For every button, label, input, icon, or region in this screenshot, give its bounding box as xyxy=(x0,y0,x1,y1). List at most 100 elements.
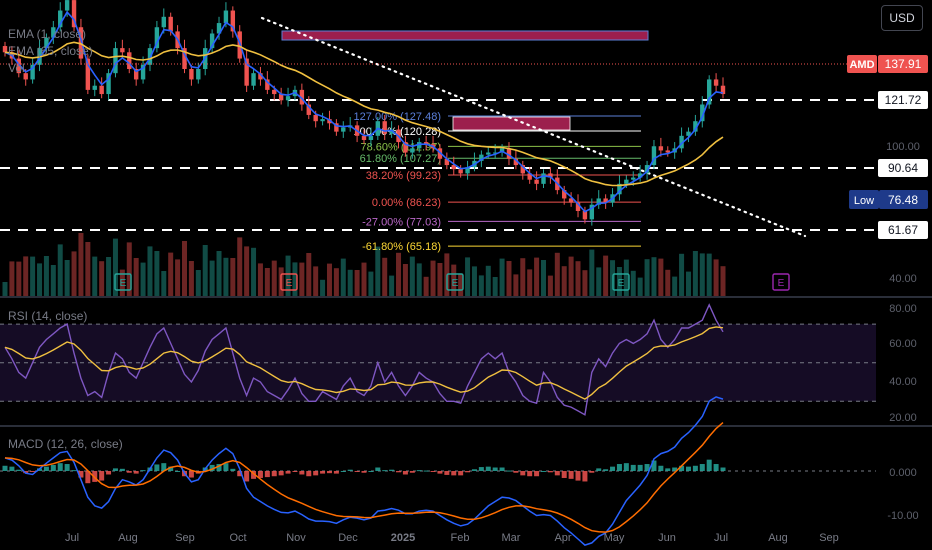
time-axis-label: Mar xyxy=(502,532,521,544)
candle-body xyxy=(106,73,111,95)
macd-histogram-bar xyxy=(2,465,8,471)
earnings-marker xyxy=(612,273,630,291)
volume-bar xyxy=(554,252,560,296)
ema-short-legend: EMA (1, close) xyxy=(8,27,86,41)
candle-body xyxy=(423,142,429,145)
earnings-marker-label: E xyxy=(120,278,127,289)
level-price-label: 61.67 xyxy=(888,223,918,237)
volume-bar xyxy=(175,259,181,296)
candle-body xyxy=(368,135,374,140)
volume-bar xyxy=(43,256,49,296)
volume-bar xyxy=(133,258,139,296)
macd-histogram-bar xyxy=(271,471,277,477)
candle-body xyxy=(624,179,629,184)
volume-bar xyxy=(492,277,498,296)
volume-bar xyxy=(389,275,395,296)
candle-body xyxy=(644,165,650,174)
macd-histogram-bar xyxy=(437,471,443,474)
time-axis-label: Sep xyxy=(819,532,839,544)
volume-bar xyxy=(485,265,491,296)
low-value-label: 76.48 xyxy=(888,193,918,207)
volume-bar xyxy=(326,263,332,296)
candle-body xyxy=(458,169,463,174)
volume-bar xyxy=(513,274,519,296)
macd-histogram-bar xyxy=(471,469,477,471)
volume-bar xyxy=(685,271,691,296)
supply-zone-box xyxy=(452,116,571,131)
volume-bar xyxy=(333,268,339,296)
rsi-line xyxy=(4,303,724,416)
macd-histogram-bar xyxy=(154,464,160,471)
macd-histogram-bar xyxy=(30,471,36,472)
macd-signal-line xyxy=(4,422,724,533)
macd-histogram-bar xyxy=(582,471,588,482)
candle-body xyxy=(658,146,664,151)
candle-body xyxy=(403,142,408,153)
candle-body xyxy=(327,119,332,124)
volume-bar xyxy=(437,263,443,296)
candle-body xyxy=(320,119,325,122)
macd-histogram-bar xyxy=(292,471,298,472)
macd-histogram-bar xyxy=(112,468,118,471)
macd-histogram-bar xyxy=(188,471,194,478)
volume-bar xyxy=(340,258,346,296)
macd-histogram-bar xyxy=(451,471,457,476)
candle-body xyxy=(382,121,387,134)
macd-histogram-bar xyxy=(672,467,678,471)
low-badge xyxy=(849,190,879,209)
volume-bar xyxy=(478,275,484,296)
volume-bar xyxy=(271,260,277,296)
volume-bar xyxy=(313,266,319,296)
candle-body xyxy=(223,10,229,24)
volume-bar xyxy=(244,246,250,296)
last-price-label: 137.91 xyxy=(885,57,922,71)
macd-histogram-bar xyxy=(244,471,250,482)
macd-histogram-bar xyxy=(85,471,91,484)
volume-bar xyxy=(368,271,374,296)
macd-histogram-bar xyxy=(665,468,671,471)
macd-histogram-bar xyxy=(499,467,505,471)
macd-histogram-bar xyxy=(161,463,167,471)
volume-bar xyxy=(230,258,236,296)
volume-bar xyxy=(706,253,712,296)
macd-histogram-bar xyxy=(326,471,332,474)
macd-histogram-bar xyxy=(237,471,243,477)
candle-body xyxy=(258,73,263,80)
volume-bar xyxy=(375,246,381,296)
price-axis-tick: 100.00 xyxy=(886,141,920,153)
volume-bar xyxy=(541,260,546,296)
volume-bar xyxy=(409,256,415,296)
volume-bar xyxy=(520,258,526,296)
candle-body xyxy=(85,58,91,90)
time-axis-label: Jul xyxy=(714,532,728,544)
level-price-tag xyxy=(878,159,928,177)
macd-histogram-bar xyxy=(637,464,643,471)
candle-body xyxy=(479,154,484,161)
macd-histogram-bar xyxy=(692,465,698,471)
volume-bar xyxy=(292,262,298,296)
volume-bar xyxy=(182,241,187,296)
time-axis-label: Aug xyxy=(768,532,788,544)
macd-histogram-bar xyxy=(720,467,726,471)
candle-body xyxy=(568,198,574,203)
currency-button[interactable]: USD xyxy=(881,5,923,31)
macd-histogram-bar xyxy=(340,471,346,472)
volume-bar xyxy=(568,256,574,296)
macd-histogram-bar xyxy=(713,464,719,471)
volume-bar xyxy=(603,255,609,296)
time-axis-label: Feb xyxy=(451,532,470,544)
volume-bar xyxy=(547,275,553,296)
volume-bar xyxy=(216,251,222,296)
macd-legend: MACD (12, 26, close) xyxy=(8,437,123,451)
macd-histogram-bar xyxy=(43,466,49,471)
macd-histogram-bar xyxy=(651,460,657,471)
volume-bar xyxy=(237,237,243,296)
candle-body xyxy=(216,23,222,34)
macd-histogram-bar xyxy=(589,471,595,473)
macd-histogram-bar xyxy=(92,471,98,482)
candle-body xyxy=(679,135,684,149)
volume-bar xyxy=(672,276,678,296)
earnings-marker xyxy=(114,273,132,291)
candle-body xyxy=(78,27,84,59)
